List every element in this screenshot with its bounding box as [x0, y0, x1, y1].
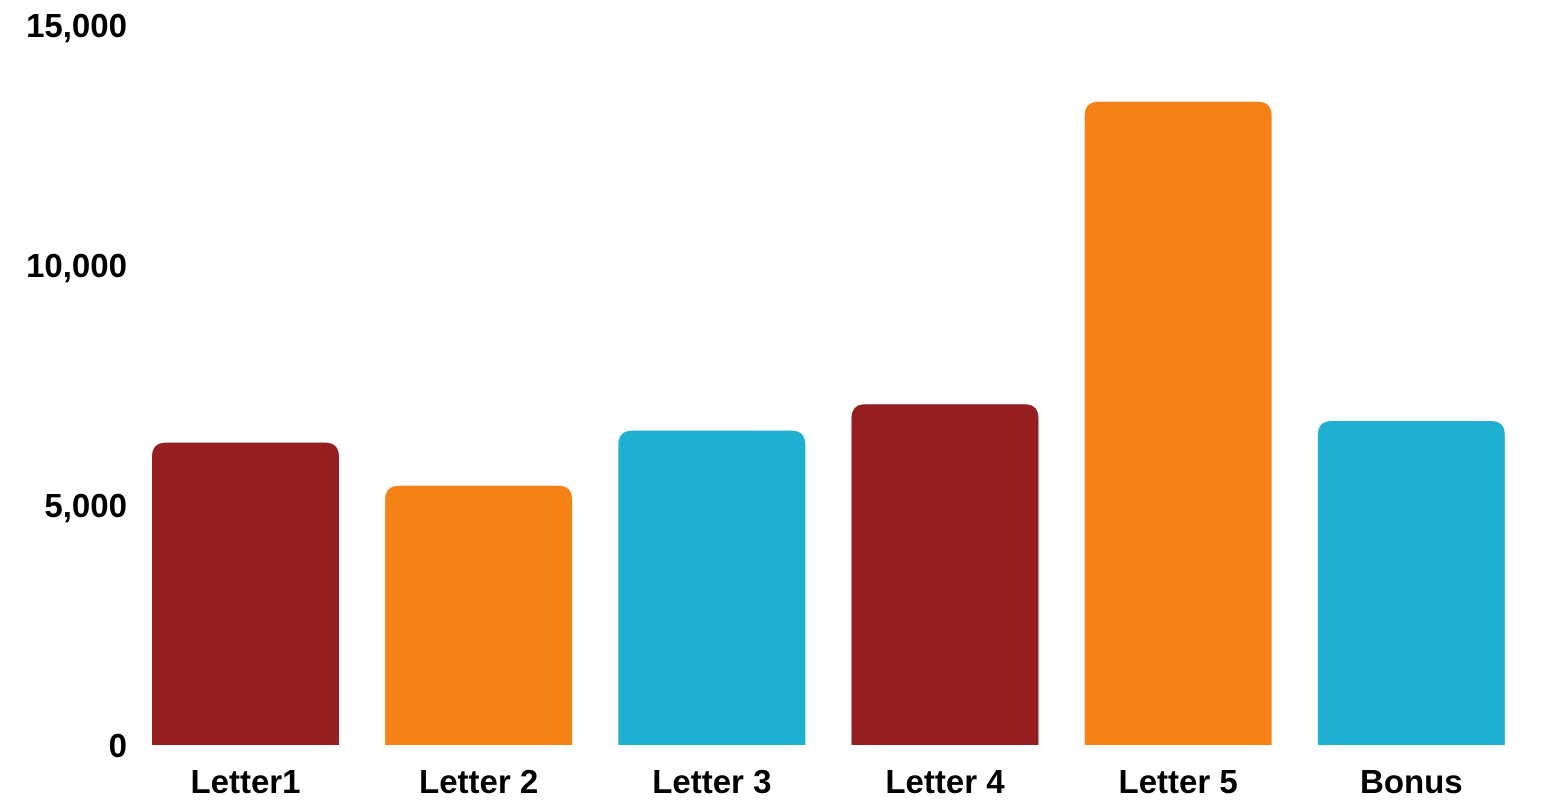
bar-bonus — [1317, 421, 1505, 745]
bar-letter-3 — [618, 430, 806, 745]
y-tick-label: 5,000 — [44, 487, 127, 524]
y-tick-label: 0 — [109, 727, 127, 764]
bar-letter-4 — [851, 404, 1039, 745]
x-tick-label: Letter 3 — [652, 763, 771, 800]
x-tick-label: Letter 5 — [1119, 763, 1238, 800]
bar-letter-5 — [1084, 101, 1272, 746]
y-tick-label: 15,000 — [26, 7, 127, 44]
y-tick-label: 10,000 — [26, 247, 127, 284]
bars — [152, 101, 1505, 746]
x-tick-label: Bonus — [1360, 763, 1463, 800]
x-axis-labels: Letter1 Letter 2 Letter 3 Letter 4 Letter 5 B… — [190, 763, 1462, 800]
y-axis-ticks: 0 5,000 10,000 15,000 — [26, 7, 127, 764]
x-tick-label: Letter 4 — [885, 763, 1005, 800]
bar-letter1 — [152, 442, 339, 745]
bar-letter-2 — [385, 485, 573, 745]
x-tick-label: Letter 2 — [419, 763, 538, 800]
x-tick-label: Letter1 — [190, 763, 300, 800]
